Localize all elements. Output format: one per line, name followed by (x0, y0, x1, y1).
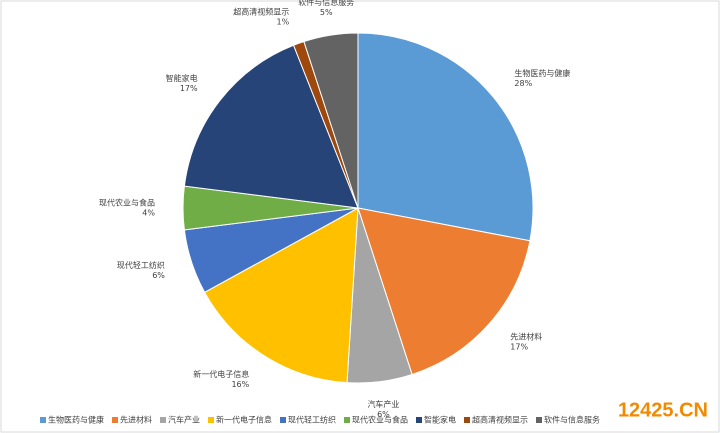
slice-label: 新一代电子信息 (193, 369, 249, 379)
watermark: 12425.CN (618, 399, 708, 421)
pie-slice (357, 207, 531, 376)
legend-swatch (208, 417, 214, 423)
legend-label: 先进材料 (120, 415, 152, 425)
slice-value-label: 6% (152, 271, 165, 280)
slice-value-label: 1% (277, 18, 290, 27)
legend-swatch (112, 417, 118, 423)
pie-slice (303, 32, 359, 209)
slice-label: 超高清视频显示 (233, 7, 289, 17)
slice-value-label: 6% (377, 410, 390, 419)
legend-swatch (536, 417, 542, 423)
slice-value-label: 17% (180, 84, 198, 93)
legend-swatch (416, 417, 422, 423)
slice-value-label: 5% (320, 8, 333, 17)
legend-swatch (464, 417, 470, 423)
legend-label: 汽车产业 (168, 415, 200, 425)
slice-label: 软件与信息服务 (298, 0, 354, 7)
legend-swatch (280, 417, 286, 423)
slice-label: 生物医药与健康 (514, 68, 570, 78)
slice-value-label: 28% (514, 79, 532, 88)
legend-label: 生物医药与健康 (48, 415, 104, 425)
legend-label: 现代轻工纺织 (288, 415, 336, 425)
slice-value-label: 16% (231, 380, 249, 389)
pie-slice (183, 44, 359, 209)
pie-slice (357, 32, 534, 242)
slice-value-label: 17% (510, 343, 528, 352)
legend-label: 软件与信息服务 (544, 415, 600, 425)
slice-label: 智能家电 (166, 73, 198, 83)
slice-label: 现代轻工纺织 (117, 260, 165, 270)
slice-value-label: 4% (142, 209, 155, 218)
slice-label: 现代农业与食品 (99, 198, 155, 208)
legend-label: 新一代电子信息 (216, 415, 272, 425)
legend-label: 智能家电 (424, 415, 456, 425)
legend-swatch (160, 417, 166, 423)
legend-swatch (344, 417, 350, 423)
legend-swatch (40, 417, 46, 423)
legend-label: 超高清视频显示 (472, 415, 528, 425)
legend-label: 现代农业与食品 (352, 415, 408, 425)
pie-slice (203, 207, 359, 384)
slice-label: 先进材料 (510, 332, 542, 342)
slice-label: 汽车产业 (367, 399, 399, 409)
